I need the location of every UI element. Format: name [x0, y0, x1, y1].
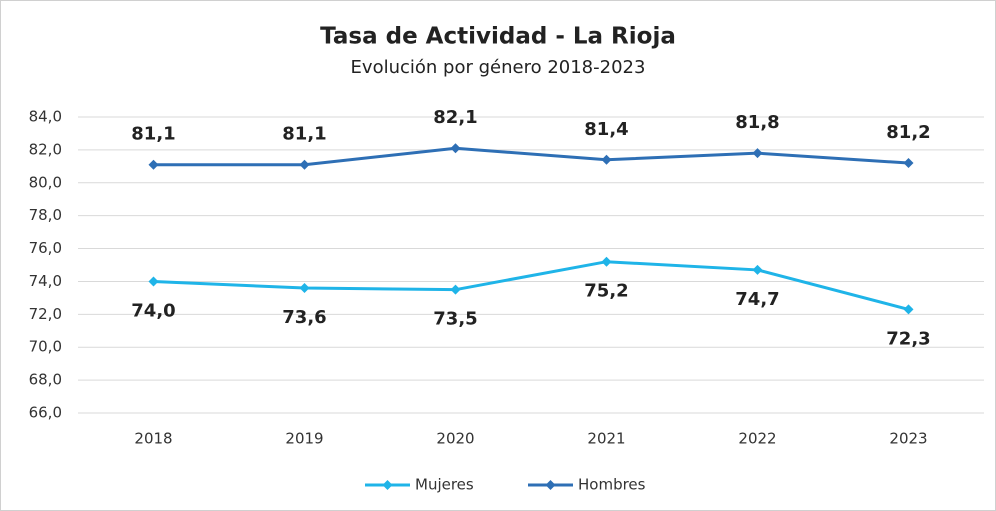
data-label: 81,4 — [584, 119, 628, 140]
legend-label: Mujeres — [415, 476, 474, 494]
data-label: 81,1 — [282, 124, 326, 145]
y-tick-label: 82,0 — [29, 140, 62, 158]
chart-subtitle: Evolución por género 2018-2023 — [351, 57, 646, 78]
data-label: 74,7 — [735, 289, 779, 310]
point-marker — [601, 154, 612, 165]
point-marker — [299, 283, 310, 294]
y-tick-label: 68,0 — [29, 371, 62, 389]
point-marker — [299, 159, 310, 170]
point-marker — [148, 276, 159, 287]
y-tick-label: 72,0 — [29, 305, 62, 323]
point-marker — [601, 256, 612, 267]
data-label: 73,5 — [433, 309, 477, 330]
x-tick-label: 2021 — [587, 430, 625, 448]
data-label: 72,3 — [886, 328, 930, 349]
data-label: 73,6 — [282, 307, 326, 328]
y-tick-label: 70,0 — [29, 338, 62, 356]
y-tick-label: 74,0 — [29, 272, 62, 290]
legend-marker — [382, 480, 393, 490]
data-label: 81,8 — [735, 112, 779, 133]
legend-label: Hombres — [578, 476, 646, 494]
legend-marker — [545, 480, 556, 490]
data-label: 75,2 — [584, 281, 628, 302]
y-tick-label: 84,0 — [29, 108, 62, 126]
point-marker — [450, 143, 461, 154]
data-label: 82,1 — [433, 107, 477, 128]
x-tick-label: 2022 — [738, 430, 776, 448]
y-tick-label: 78,0 — [29, 206, 62, 224]
x-tick-label: 2023 — [889, 430, 927, 448]
point-marker — [903, 158, 914, 169]
data-label: 74,0 — [131, 300, 175, 321]
x-tick-label: 2020 — [436, 430, 474, 448]
series-line — [153, 146, 909, 167]
y-tick-label: 76,0 — [29, 239, 62, 257]
data-label: 81,1 — [131, 124, 175, 145]
chart-title: Tasa de Actividad - La Rioja — [320, 24, 676, 50]
y-tick-label: 66,0 — [29, 404, 62, 422]
point-marker — [450, 284, 461, 295]
x-tick-label: 2019 — [285, 430, 323, 448]
y-tick-label: 80,0 — [29, 173, 62, 191]
series-line — [153, 260, 909, 311]
point-marker — [903, 304, 914, 315]
point-marker — [752, 264, 763, 275]
data-label: 81,2 — [886, 122, 930, 143]
point-marker — [148, 159, 159, 170]
point-marker — [752, 148, 763, 159]
x-tick-label: 2018 — [134, 430, 172, 448]
